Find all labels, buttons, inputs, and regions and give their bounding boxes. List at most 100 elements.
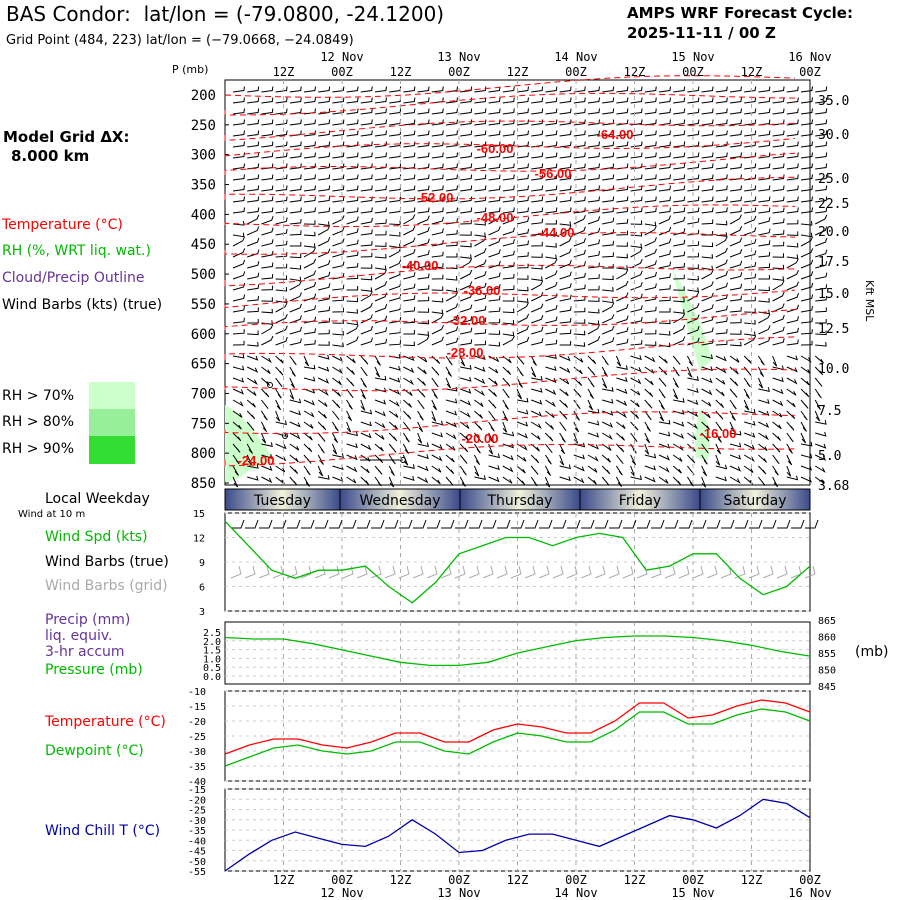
wind-barb (744, 319, 756, 325)
wind-barb (502, 86, 515, 93)
wind-barb (715, 141, 728, 148)
wind-barb (403, 260, 416, 269)
pressure-level-label: 200 (191, 88, 216, 104)
wind-barb (303, 258, 317, 269)
wind-barb (318, 283, 331, 291)
wind-barb (786, 281, 799, 291)
wind-barb (815, 130, 828, 137)
wind-barb (630, 465, 636, 477)
wind-barb (232, 174, 245, 181)
wind-barb (729, 330, 742, 335)
wind-barb (318, 185, 331, 192)
wind-barb (701, 339, 714, 346)
wind-barb (474, 196, 487, 203)
wind-barb (573, 214, 586, 225)
wind-barb (644, 432, 651, 444)
wind-barb (616, 338, 629, 346)
wind-barb (644, 421, 651, 432)
precip-ytick: 0.5 (203, 663, 221, 674)
wind-barb (644, 174, 657, 181)
wind-barb (289, 355, 297, 366)
wind-barb (743, 399, 750, 411)
wind-barb (346, 196, 359, 203)
wind-barb (687, 174, 700, 181)
wind-barb (417, 399, 425, 410)
wind-barb (544, 465, 552, 477)
wind-barb (474, 259, 487, 269)
wind-barb (303, 476, 310, 487)
wind-barb (417, 377, 427, 386)
wind-barb (686, 355, 694, 367)
wind-barb (275, 185, 288, 192)
wind-barb (317, 388, 329, 397)
wind-barb (374, 86, 387, 93)
wind-barb (460, 119, 473, 126)
wind-barb (616, 280, 629, 291)
wind-barb (559, 174, 572, 181)
wind-barb (772, 303, 785, 313)
wind-barb (758, 240, 771, 247)
wind-speed-ytick: 12 (193, 534, 205, 545)
wind-barb (332, 130, 345, 137)
wind-barb (247, 196, 260, 203)
wind-barb (545, 163, 558, 170)
wind-barb (318, 366, 330, 372)
wind-barb (772, 196, 785, 203)
wind-barb (502, 152, 515, 159)
wind-barb (332, 410, 340, 421)
temperature-ytick: -20 (188, 717, 206, 728)
wind-barb (601, 476, 610, 486)
wind-barb-grid (594, 565, 606, 579)
wind-barb (303, 270, 317, 280)
wind-barb (403, 141, 416, 148)
wind-barb (516, 240, 529, 247)
wind-barb-grid (510, 565, 522, 579)
wind-barb (317, 454, 324, 465)
grid-point: Grid Point (484, 223) lat/lon = (−79.066… (6, 33, 354, 48)
wind-barb (729, 163, 742, 170)
wind-barb (459, 421, 470, 429)
wind-barb (658, 331, 671, 336)
wind-barb (644, 329, 657, 335)
wind-barb-grid (608, 565, 620, 579)
wind-barb (545, 432, 554, 442)
wind-barb (800, 432, 807, 444)
wind-barb (815, 420, 827, 425)
wind-barb (573, 319, 586, 324)
wind-barb (545, 388, 557, 396)
wind-barb (417, 97, 430, 104)
wind-barb (289, 86, 302, 93)
wind-barb (360, 108, 373, 115)
wind-barb (800, 119, 813, 126)
wind-barb (687, 252, 699, 258)
wind-barb (261, 297, 273, 302)
wind-barb (644, 86, 657, 93)
wind-barb (445, 174, 458, 181)
wind-barb (644, 453, 657, 459)
wind-barb (431, 86, 444, 93)
wind-barb (729, 476, 741, 484)
wind-barb (289, 338, 302, 346)
cycle-title: AMPS WRF Forecast Cycle: (627, 4, 853, 22)
wind-barb (374, 375, 387, 381)
wind-barb (502, 130, 515, 137)
wind-barb (587, 443, 599, 450)
wind-barb (758, 275, 770, 280)
wind-barb (800, 130, 813, 137)
wind-barb (261, 366, 271, 374)
wind-barb (644, 399, 653, 409)
top-time-tick: 12Z (273, 65, 295, 79)
wind-barb (531, 276, 543, 282)
wind-barb-grid (244, 565, 256, 579)
wind-barb (644, 163, 657, 170)
wind-barb (545, 185, 558, 192)
wind-barb (531, 218, 544, 225)
temperature-contour (224, 308, 796, 330)
wind-barb (403, 130, 416, 137)
temperature-contour (224, 92, 796, 116)
wind-barb (772, 141, 785, 148)
wind-barb (346, 366, 356, 375)
wind-barb (687, 421, 698, 430)
wind-barb (303, 130, 316, 137)
windchill-line (224, 798, 811, 872)
